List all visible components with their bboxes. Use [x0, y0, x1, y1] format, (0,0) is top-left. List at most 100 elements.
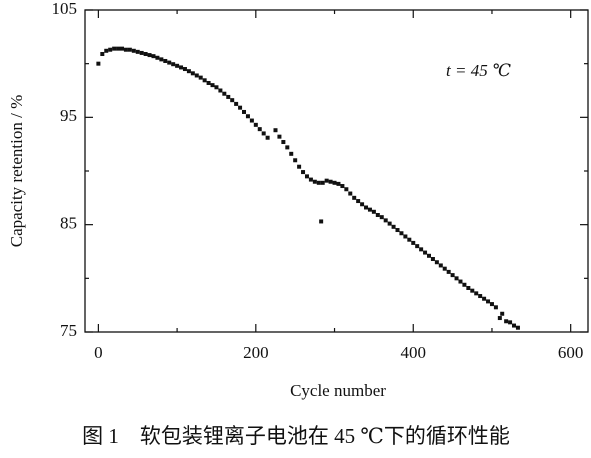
marker: [470, 288, 475, 293]
marker: [186, 69, 191, 74]
marker: [210, 83, 215, 88]
marker: [234, 101, 239, 106]
marker: [242, 109, 247, 114]
marker: [486, 299, 491, 304]
marker: [352, 195, 357, 200]
marker: [190, 71, 195, 76]
marker: [356, 199, 361, 204]
marker: [383, 218, 388, 223]
y-axis-label: Capacity retention / %: [7, 95, 26, 247]
marker: [206, 80, 211, 85]
marker: [458, 279, 463, 284]
marker: [289, 151, 294, 156]
marker: [375, 213, 380, 218]
marker: [395, 228, 400, 233]
marker: [474, 291, 479, 296]
marker: [407, 237, 412, 242]
marker: [387, 221, 392, 226]
marker: [466, 285, 471, 290]
marker: [245, 114, 250, 119]
marker: [202, 78, 207, 83]
marker: [253, 122, 258, 127]
marker: [175, 63, 180, 68]
marker: [328, 179, 333, 184]
x-tick-label: 0: [94, 343, 103, 362]
marker: [497, 316, 502, 321]
x-tick-label: 400: [400, 343, 426, 362]
marker: [151, 54, 156, 59]
marker: [143, 52, 148, 57]
marker: [324, 178, 329, 183]
marker: [442, 266, 447, 271]
caption: 图 1 软包装锂离子电池在 45 ℃下的循环性能: [82, 424, 510, 448]
marker: [226, 94, 231, 99]
marker: [482, 296, 487, 301]
marker: [411, 240, 416, 245]
marker: [419, 247, 424, 252]
x-tick-label: 600: [558, 343, 584, 362]
x-axis-label: Cycle number: [290, 381, 386, 400]
marker: [344, 187, 349, 192]
marker: [265, 135, 270, 140]
marker: [454, 276, 459, 281]
marker: [171, 62, 176, 67]
marker: [123, 47, 128, 52]
marker: [426, 253, 431, 258]
marker: [308, 177, 313, 182]
marker: [198, 75, 203, 80]
marker: [163, 58, 168, 63]
marker: [430, 257, 435, 262]
marker: [218, 88, 223, 93]
marker: [293, 158, 298, 163]
marker: [135, 49, 140, 54]
marker: [415, 244, 420, 249]
marker: [446, 269, 451, 274]
marker: [371, 209, 376, 214]
marker: [348, 191, 353, 196]
marker: [304, 174, 309, 179]
marker: [119, 46, 124, 51]
marker: [257, 127, 262, 132]
marker: [194, 73, 199, 78]
marker: [512, 323, 517, 328]
marker: [399, 231, 404, 236]
marker: [238, 105, 243, 110]
marker: [108, 47, 113, 52]
annotation: t = 45 ℃: [446, 61, 511, 80]
marker: [214, 85, 219, 90]
marker: [500, 311, 505, 316]
marker: [301, 170, 306, 175]
marker: [297, 164, 302, 169]
marker: [508, 320, 513, 325]
marker: [332, 180, 337, 185]
marker: [112, 46, 117, 51]
marker: [281, 140, 286, 145]
x-tick-label: 200: [243, 343, 269, 362]
marker: [167, 60, 172, 65]
marker: [403, 234, 408, 239]
marker: [285, 145, 290, 150]
marker: [159, 57, 164, 62]
marker: [230, 98, 235, 103]
marker: [319, 219, 324, 224]
marker: [312, 179, 317, 184]
marker: [116, 46, 121, 51]
marker: [261, 131, 266, 136]
marker: [379, 215, 384, 220]
marker: [147, 53, 152, 58]
marker: [139, 50, 144, 55]
marker: [391, 224, 396, 229]
y-tick-label: 85: [60, 214, 77, 233]
marker: [489, 302, 494, 307]
marker: [277, 134, 282, 139]
marker: [100, 52, 105, 57]
marker: [423, 250, 428, 255]
y-tick-label: 105: [52, 0, 78, 18]
marker: [273, 128, 278, 133]
marker: [462, 282, 467, 287]
marker: [316, 180, 321, 185]
marker: [434, 260, 439, 265]
marker: [504, 319, 509, 324]
y-tick-label: 75: [60, 321, 77, 340]
